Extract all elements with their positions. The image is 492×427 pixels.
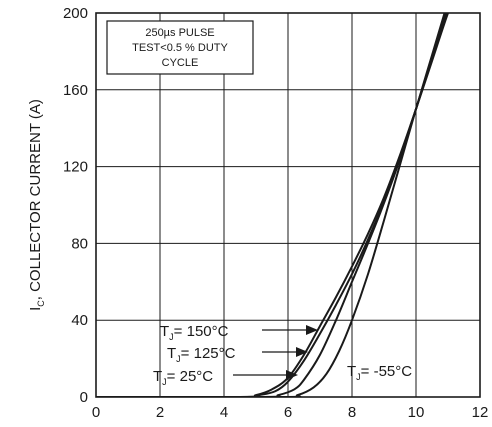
curve-tj-neg55: [96, 13, 446, 397]
x-tick-label-5: 10: [408, 404, 425, 421]
series-label-150: TJ= 150°C: [160, 323, 318, 342]
y-tick-label-1: 40: [71, 312, 88, 329]
series-label-25-main: T: [153, 368, 162, 385]
x-tick-label-1: 2: [156, 404, 164, 421]
x-tick-labels: 0 2 4 6 8 10 12: [92, 404, 489, 421]
curves: [96, 13, 450, 397]
y-tick-label-0: 0: [80, 389, 88, 406]
series-label-25-arrowhead: [286, 370, 298, 380]
series-label-25: TJ= 25°C: [153, 368, 298, 387]
series-label-neg55-main: T: [347, 363, 356, 380]
series-label-125-arrowhead: [296, 347, 308, 357]
series-label-125-text: TJ= 125°C: [167, 345, 236, 364]
y-tick-label-2: 80: [71, 235, 88, 252]
x-tick-label-0: 0: [92, 404, 100, 421]
y-tick-label-4: 160: [63, 82, 88, 99]
test-condition-note: 250µs PULSE TEST<0.5 % DUTY CYCLE: [106, 20, 254, 75]
series-label-neg55: TJ= -55°C: [347, 363, 412, 382]
series-label-125: TJ= 125°C: [167, 345, 308, 364]
series-label-150-text: TJ= 150°C: [160, 323, 229, 342]
y-axis-title: IC, COLLECTOR CURRENT (A): [27, 99, 46, 311]
x-tick-label-2: 4: [220, 404, 228, 421]
note-line-2: TEST<0.5 % DUTY: [132, 42, 228, 54]
series-label-neg55-text: TJ= -55°C: [347, 363, 412, 382]
series-label-150-sub: J: [169, 332, 174, 342]
x-tick-label-6: 12: [472, 404, 489, 421]
series-label-25-text: TJ= 25°C: [153, 368, 213, 387]
y-axis-title-rest: , COLLECTOR CURRENT (A): [27, 99, 44, 300]
x-tick-label-3: 6: [284, 404, 292, 421]
y-tick-label-5: 200: [63, 5, 88, 22]
series-label-125-sub: J: [176, 354, 181, 364]
series-label-150-arrowhead: [306, 325, 318, 335]
series-label-neg55-sub: J: [356, 372, 361, 382]
series-label-25-rest: = 25°C: [167, 368, 214, 385]
y-tick-label-3: 120: [63, 159, 88, 176]
note-line-1: 250µs PULSE: [145, 27, 214, 39]
series-label-25-sub: J: [162, 377, 167, 387]
note-box: [106, 20, 254, 75]
x-tick-label-4: 8: [348, 404, 356, 421]
series-label-125-rest: = 125°C: [181, 345, 236, 362]
series-label-150-rest: = 150°C: [174, 323, 229, 340]
series-label-125-main: T: [167, 345, 176, 362]
y-axis-title-main: I: [27, 307, 44, 311]
grid: [96, 13, 480, 397]
note-line-3: CYCLE: [162, 57, 199, 69]
series-label-150-main: T: [160, 323, 169, 340]
y-axis-title-sub: C: [36, 300, 46, 307]
y-tick-labels: 0 40 80 120 160 200: [63, 5, 88, 406]
series-label-neg55-rest: = -55°C: [361, 363, 413, 380]
